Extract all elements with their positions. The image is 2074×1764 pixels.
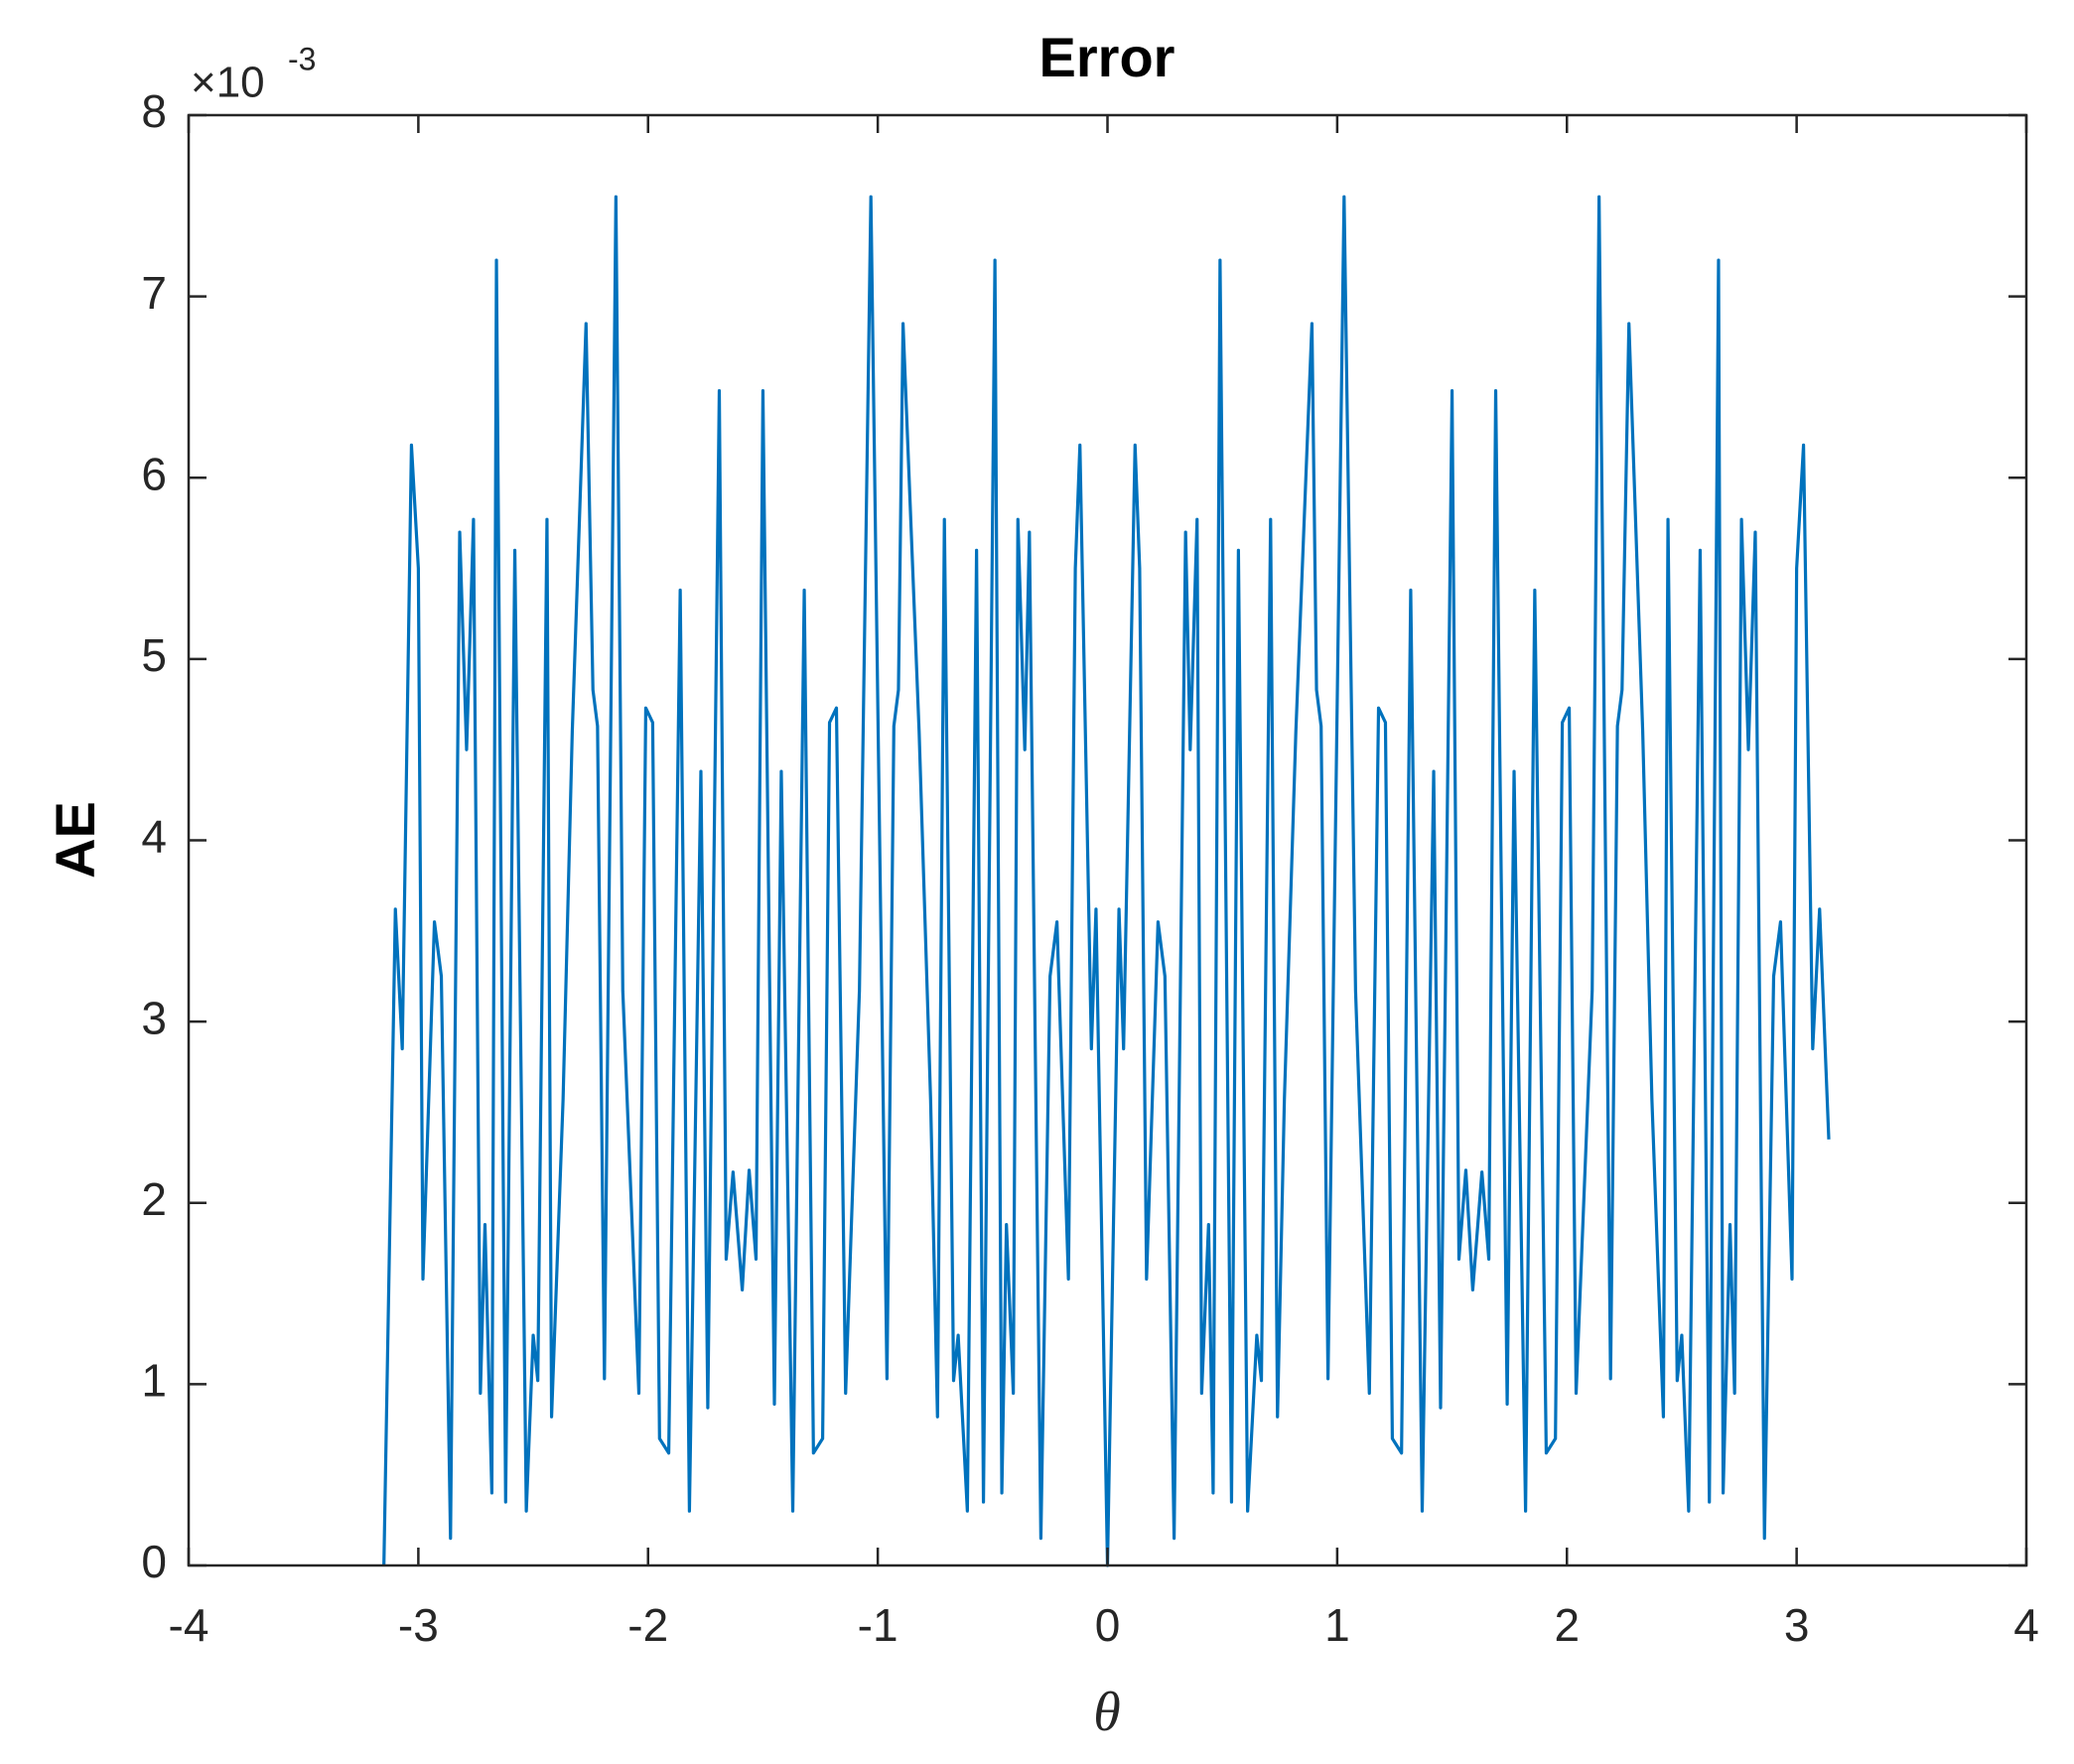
x-tick-label: 3 <box>1784 1599 1810 1651</box>
x-tick-label: -2 <box>627 1599 668 1651</box>
y-tick-label: 4 <box>141 811 167 863</box>
x-axis-label: θ <box>1093 1682 1121 1743</box>
x-tick-label: -1 <box>858 1599 899 1651</box>
x-tick-label: 2 <box>1554 1599 1580 1651</box>
axis-multiplier: ×10 <box>191 59 265 107</box>
plot-frame <box>187 113 2028 1567</box>
data-line <box>382 195 1831 1567</box>
x-tick-label: 0 <box>1095 1599 1121 1651</box>
axis-multiplier-exponent: -3 <box>288 41 316 76</box>
y-tick-label: 3 <box>141 992 167 1043</box>
x-tick-label: -3 <box>398 1599 439 1651</box>
y-tick-label: 8 <box>141 85 167 137</box>
x-tick-label: -4 <box>169 1599 209 1651</box>
y-axis-label: AE <box>44 801 106 879</box>
chart-title: Error <box>1039 26 1175 88</box>
y-tick-label: 7 <box>141 267 167 319</box>
x-tick-label: 4 <box>2013 1599 2039 1651</box>
y-tick-label: 0 <box>141 1536 167 1587</box>
y-tick-label: 6 <box>141 448 167 499</box>
y-tick-label: 5 <box>141 629 167 681</box>
x-tick-label: 1 <box>1324 1599 1350 1651</box>
y-tick-label: 1 <box>141 1355 167 1407</box>
y-tick-label: 2 <box>141 1173 167 1225</box>
